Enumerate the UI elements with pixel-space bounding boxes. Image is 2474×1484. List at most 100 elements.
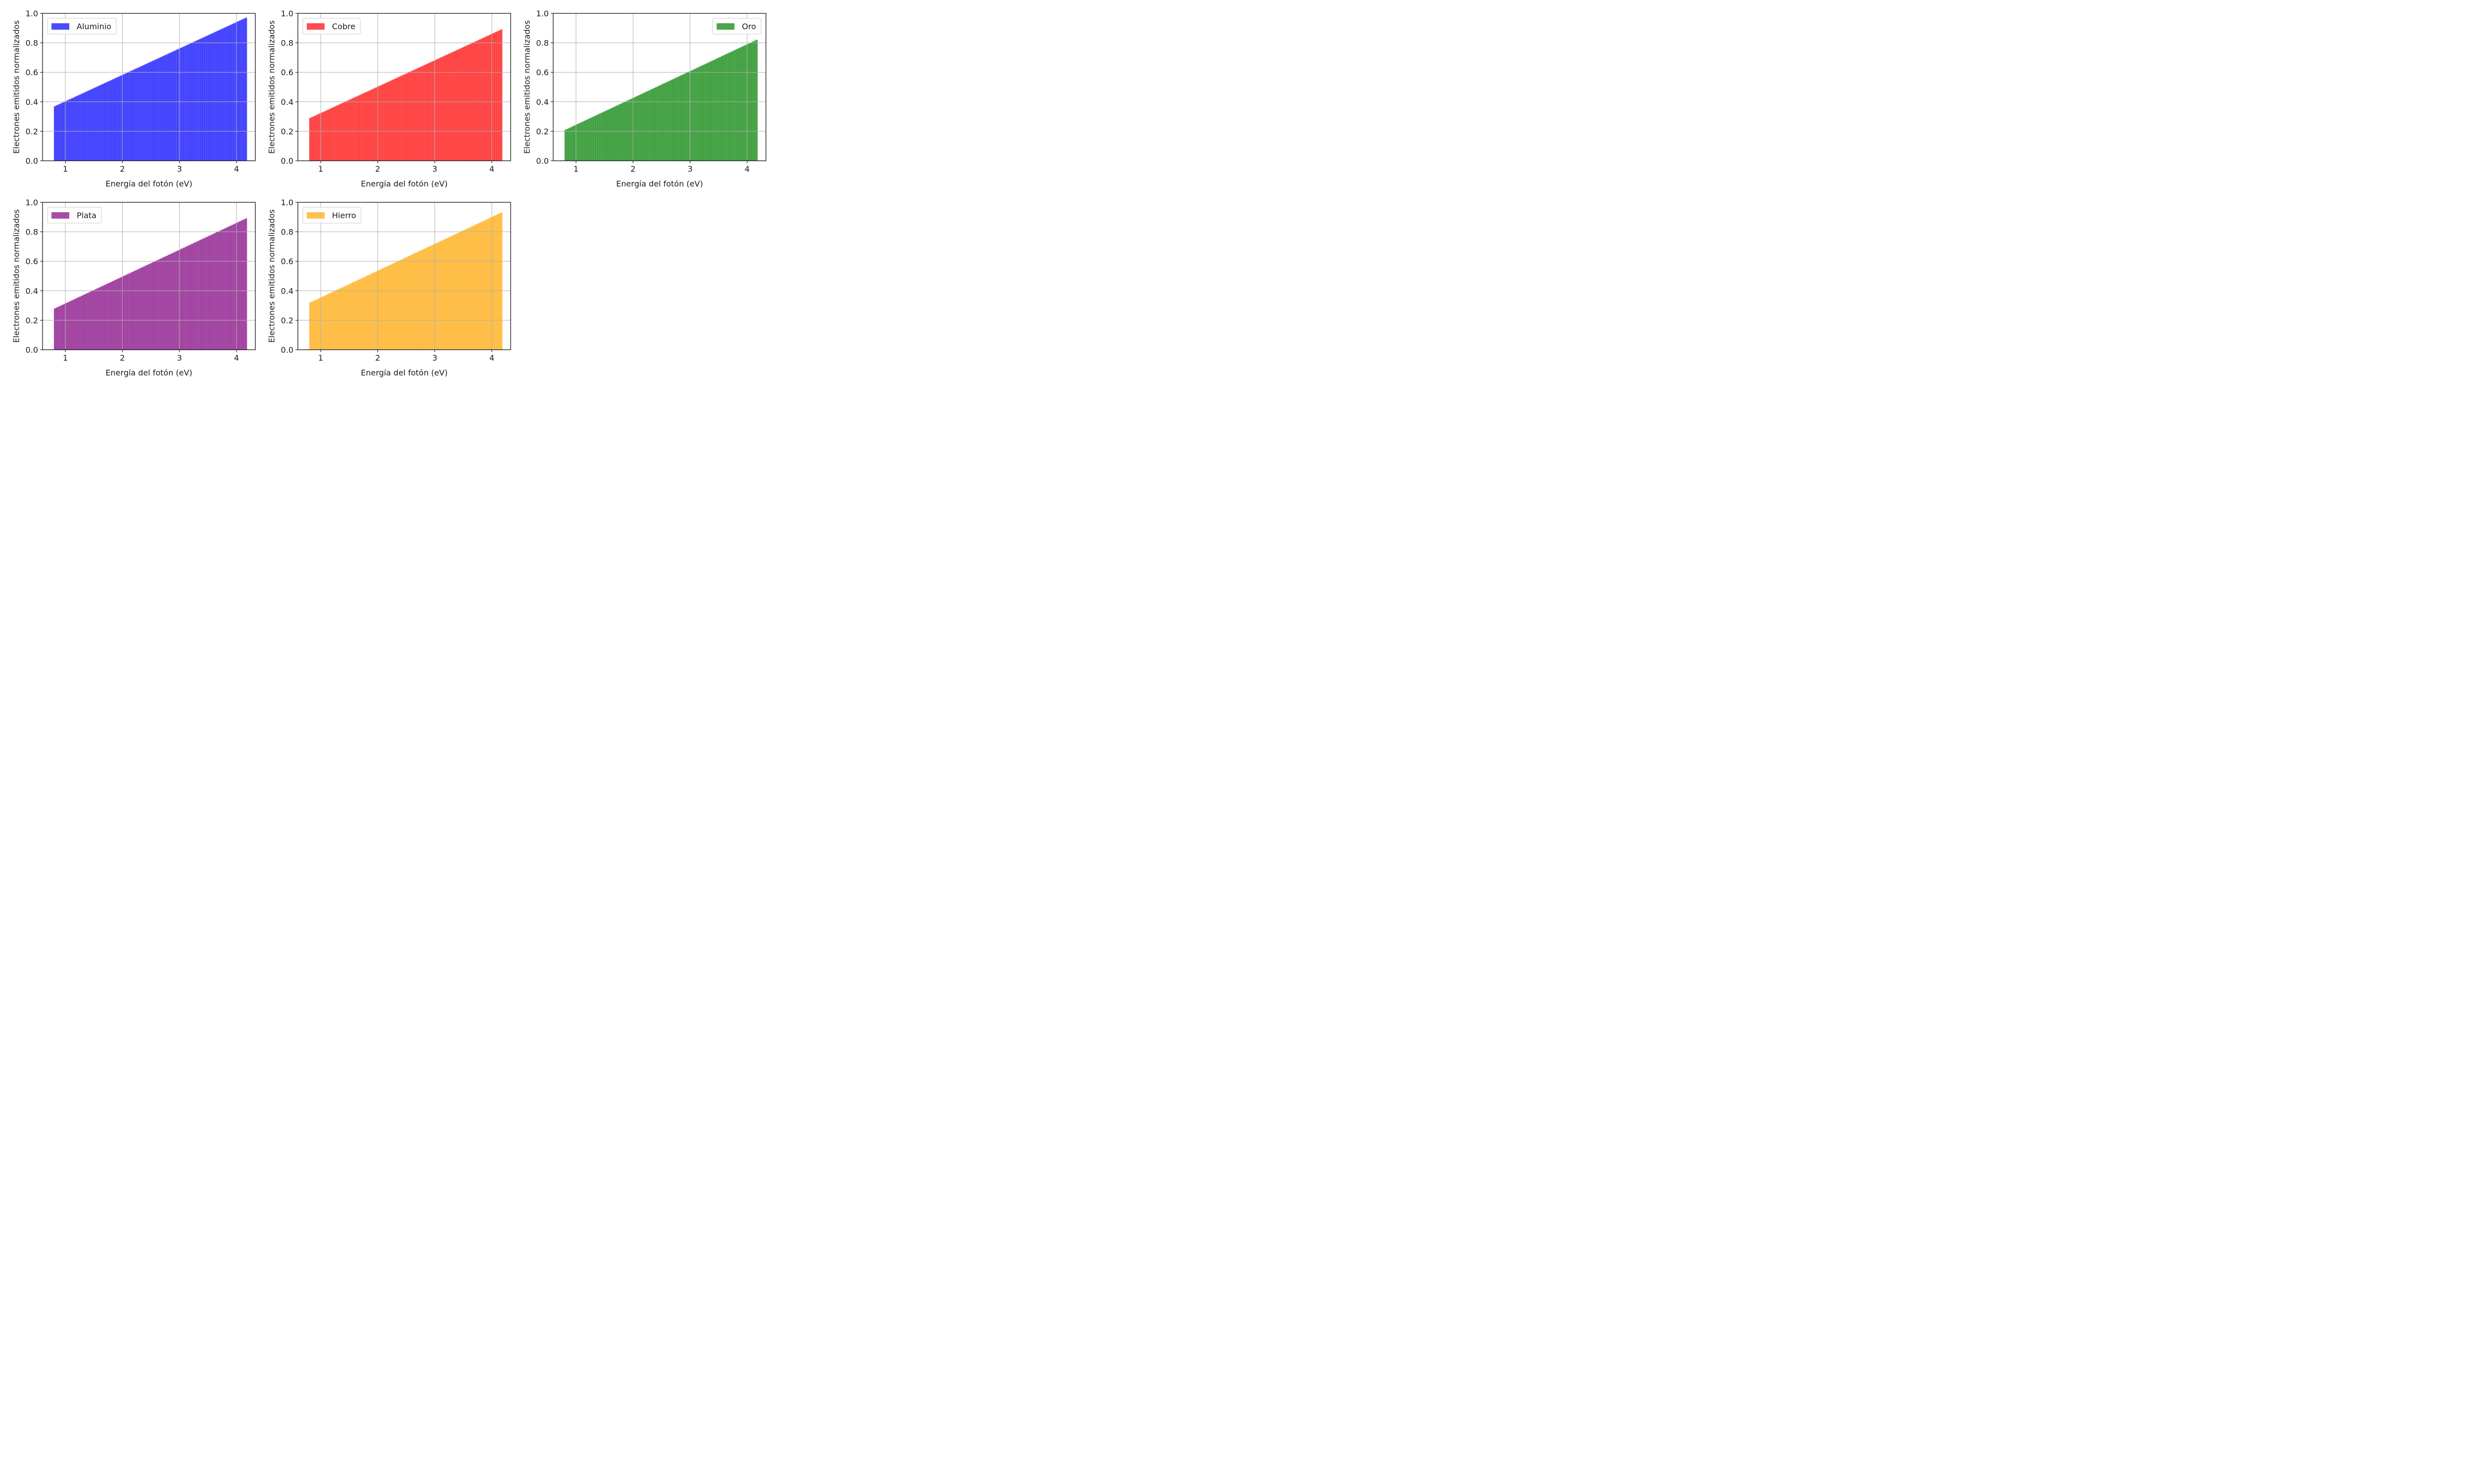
bar [53,308,56,350]
bar [591,117,594,161]
bar [196,241,199,350]
y-tick-label: 0.0 [281,156,293,166]
y-tick-label: 0.2 [281,127,293,136]
bar [321,297,323,350]
bar [326,110,329,161]
bar [423,65,426,161]
bar [336,105,338,161]
legend-label: Hierro [332,211,356,220]
bar [460,48,462,161]
bar [402,259,404,350]
bar [373,272,375,350]
bar [233,23,236,161]
bar [674,78,677,161]
bar [488,218,491,350]
y-tick-label: 0.6 [281,68,293,77]
legend-swatch [51,23,69,30]
bar [607,109,610,161]
bar [417,68,420,161]
bar [409,255,412,350]
bar [90,89,93,161]
bar [57,104,60,161]
bar [143,65,145,161]
bar [375,271,377,350]
bar [239,20,241,161]
bar [231,24,234,161]
bar [461,231,464,350]
bar [589,118,592,161]
bar [716,58,719,161]
bar [666,81,669,161]
bar [411,254,414,350]
bar [194,41,197,161]
bar [229,25,232,161]
bar [317,299,319,350]
legend-box [47,18,117,35]
bars [309,29,503,161]
bar [148,62,151,161]
bar [688,71,690,161]
bar [96,86,99,161]
bar [728,52,731,161]
bar [371,273,374,350]
bar [100,85,102,161]
bar [477,223,479,350]
bar [340,103,342,161]
bar [190,243,193,350]
bar [117,76,120,161]
bar [697,67,700,161]
bar [225,26,228,161]
bar [227,227,230,350]
bar [353,281,356,350]
y-tick-label: 1.0 [26,198,38,207]
bar [609,108,611,161]
bar [469,44,472,161]
bar [421,66,424,161]
bar [620,103,623,161]
bar [169,254,172,350]
bar [220,29,222,161]
legend-swatch [716,23,735,30]
bar [479,39,481,161]
bar [224,27,226,161]
legend-swatch [307,23,325,30]
bar [218,231,220,350]
x-tick-label: 3 [177,353,182,363]
bar [338,288,340,350]
bar [123,276,126,350]
y-tick-label: 0.0 [26,345,38,355]
bar [388,265,391,350]
bar [396,261,398,350]
bar [423,249,426,350]
x-tick-label: 3 [688,164,693,174]
x-tick-label: 3 [432,353,437,363]
bar [595,115,598,161]
bar [67,99,70,161]
bar [663,83,666,161]
bar [192,42,195,161]
x-tick-label: 4 [745,164,750,174]
bar [179,48,182,161]
bar [133,69,136,161]
bar [400,76,402,161]
bar [452,235,454,350]
bar [351,282,354,350]
bar [484,36,487,161]
bar [104,83,106,161]
bar [394,262,396,350]
bars [53,218,247,350]
bar [89,292,91,350]
bar [448,53,451,161]
bar [325,110,327,161]
bar [309,302,312,350]
bar [243,18,245,161]
bar [210,34,213,161]
bar [458,49,460,161]
x-axis-label: Energía del fotón (eV) [105,179,192,188]
bar [665,82,667,161]
bar [79,296,81,350]
x-axis-label: Energía del fotón (eV) [616,179,703,188]
bar [678,76,681,161]
bar [156,58,158,161]
bar [617,105,619,161]
